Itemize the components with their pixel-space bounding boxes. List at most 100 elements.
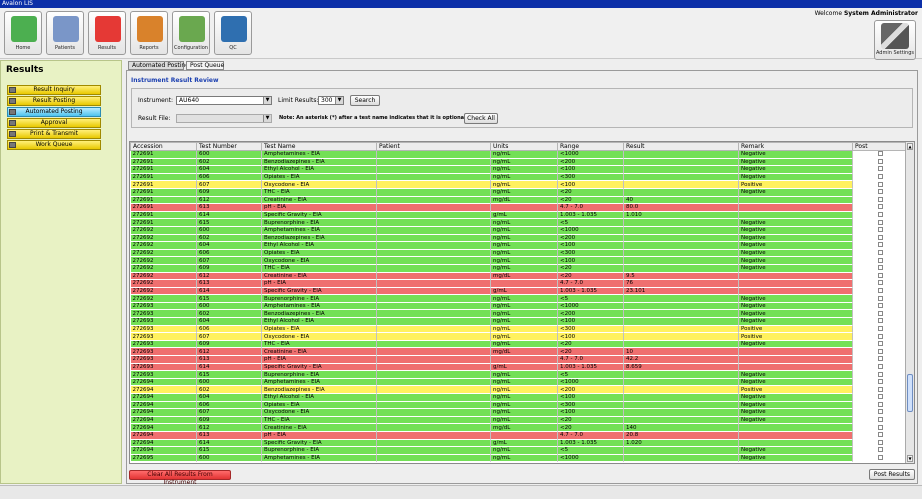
- table-row[interactable]: 272691 604 Ethyl Alcohol - EIA ng/mL <100 Neg…: [130, 165, 907, 174]
- table-row[interactable]: 272693 604 Ethyl Alcohol - EIA ng/mL <100 Neg…: [130, 317, 907, 326]
- table-row[interactable]: 272691 606 Opiates - EIA ng/mL <300 Negative: [130, 173, 907, 182]
- column-header-post[interactable]: Post: [852, 142, 907, 151]
- scroll-thumb[interactable]: [907, 374, 913, 412]
- column-header-range[interactable]: Range: [557, 142, 624, 151]
- post-checkbox[interactable]: [878, 394, 883, 400]
- table-row[interactable]: 272693 600 Amphetamines - EIA ng/mL <1000 Neg…: [130, 302, 907, 311]
- post-checkbox[interactable]: [878, 204, 883, 210]
- table-row[interactable]: 272693 613 pH - EIA 4.7 - 7.0 42.2: [130, 355, 907, 364]
- table-row[interactable]: 272694 614 Specific Gravity - EIA g/mL 1.003…: [130, 439, 907, 448]
- check-all-button[interactable]: Check All: [464, 113, 498, 124]
- scroll-up-icon[interactable]: ▲: [907, 143, 913, 150]
- table-scrollbar[interactable]: ▲ ▼: [905, 142, 914, 463]
- table-row[interactable]: 272692 606 Opiates - EIA ng/mL <300 Negative: [130, 249, 907, 258]
- table-row[interactable]: 272692 604 Ethyl Alcohol - EIA ng/mL <100 Neg…: [130, 241, 907, 250]
- table-row[interactable]: 272691 614 Specific Gravity - EIA g/mL 1.003…: [130, 211, 907, 220]
- post-checkbox[interactable]: [878, 219, 883, 225]
- table-row[interactable]: 272692 613 pH - EIA 4.7 - 7.0 76: [130, 279, 907, 288]
- table-row[interactable]: 272694 606 Opiates - EIA ng/mL <300 Negative: [130, 401, 907, 410]
- post-checkbox[interactable]: [878, 348, 883, 354]
- post-checkbox[interactable]: [878, 455, 883, 461]
- table-row[interactable]: 272693 607 Oxycodone - EIA ng/mL <100 Positiv…: [130, 332, 907, 341]
- post-checkbox[interactable]: [878, 439, 883, 445]
- instrument-select[interactable]: AU640 ▼: [176, 96, 272, 105]
- sidebar-item-result-inquiry[interactable]: Result Inquiry: [7, 85, 101, 95]
- limit-results-select[interactable]: 300 ▼: [318, 96, 344, 105]
- column-header-test-number[interactable]: Test Number: [196, 142, 262, 151]
- table-row[interactable]: 272692 600 Amphetamines - EIA ng/mL <1000 Neg…: [130, 226, 907, 235]
- column-header-units[interactable]: Units: [490, 142, 558, 151]
- post-checkbox[interactable]: [878, 409, 883, 415]
- post-checkbox[interactable]: [878, 386, 883, 392]
- post-checkbox[interactable]: [878, 432, 883, 438]
- post-checkbox[interactable]: [878, 371, 883, 377]
- table-row[interactable]: 272691 613 pH - EIA 4.7 - 7.0 80.0: [130, 203, 907, 212]
- table-row[interactable]: 272691 607 Oxycodone - EIA ng/mL <100 Positiv…: [130, 180, 907, 189]
- post-checkbox[interactable]: [878, 174, 883, 180]
- sidebar-item-approval[interactable]: Approval: [7, 118, 101, 128]
- table-row[interactable]: 272691 600 Amphetamines - EIA ng/mL <1000 Neg…: [130, 150, 907, 159]
- post-checkbox[interactable]: [878, 401, 883, 407]
- admin-settings-button[interactable]: Admin Settings: [874, 20, 916, 60]
- post-checkbox[interactable]: [878, 227, 883, 233]
- table-row[interactable]: 272694 600 Amphetamines - EIA ng/mL <1000 Neg…: [130, 378, 907, 387]
- reports-button[interactable]: Reports: [130, 11, 168, 55]
- table-row[interactable]: 272693 602 Benzodiazepines - EIA ng/mL <200 N…: [130, 309, 907, 319]
- table-row[interactable]: 272693 609 THC - EIA ng/mL <20 Negative: [130, 340, 907, 349]
- table-row[interactable]: 272694 604 Ethyl Alcohol - EIA ng/mL <100 Neg…: [130, 393, 907, 402]
- patients-button[interactable]: Patients: [46, 11, 84, 55]
- post-checkbox[interactable]: [878, 447, 883, 453]
- post-checkbox[interactable]: [878, 287, 883, 293]
- post-checkbox[interactable]: [878, 341, 883, 347]
- post-checkbox[interactable]: [878, 151, 883, 157]
- post-checkbox[interactable]: [878, 333, 883, 339]
- post-checkbox[interactable]: [878, 325, 883, 331]
- post-checkbox[interactable]: [878, 424, 883, 430]
- table-row[interactable]: 272694 613 pH - EIA 4.7 - 7.0 20.8: [130, 431, 907, 440]
- column-header-accession[interactable]: Accession: [130, 142, 197, 151]
- table-row[interactable]: 272691 615 Buprenorphine - EIA ng/mL <5 Negat…: [130, 218, 907, 227]
- post-checkbox[interactable]: [878, 234, 883, 240]
- search-button[interactable]: Search: [350, 95, 380, 106]
- sidebar-item-work-queue[interactable]: Work Queue: [7, 140, 101, 150]
- tab-post-queue[interactable]: Post Queue: [186, 61, 224, 70]
- table-row[interactable]: 272693 615 Buprenorphine - EIA ng/mL <5 Negat…: [130, 370, 907, 379]
- column-header-result[interactable]: Result: [623, 142, 739, 151]
- post-checkbox[interactable]: [878, 417, 883, 423]
- post-checkbox[interactable]: [878, 356, 883, 362]
- table-row[interactable]: 272694 615 Buprenorphine - EIA ng/mL <5 Negat…: [130, 446, 907, 455]
- table-row[interactable]: 272691 609 THC - EIA ng/mL <20 Negative: [130, 188, 907, 197]
- table-row[interactable]: 272692 602 Benzodiazepines - EIA ng/mL <200 N…: [130, 234, 907, 243]
- result-file-select[interactable]: ▼: [176, 114, 272, 123]
- post-checkbox[interactable]: [878, 310, 883, 316]
- sidebar-item-result-posting[interactable]: Result Posting: [7, 96, 101, 106]
- table-row[interactable]: 272693 612 Creatinine - EIA mg/dL <20 10: [130, 347, 907, 357]
- sidebar-item-automated-posting[interactable]: Automated Posting: [7, 107, 101, 117]
- post-checkbox[interactable]: [878, 363, 883, 369]
- table-row[interactable]: 272692 607 Oxycodone - EIA ng/mL <100 Negativ…: [130, 256, 907, 265]
- post-checkbox[interactable]: [878, 265, 883, 271]
- post-checkbox[interactable]: [878, 379, 883, 385]
- table-row[interactable]: 272692 615 Buprenorphine - EIA ng/mL <5 Negat…: [130, 294, 907, 303]
- table-row[interactable]: 272692 614 Specific Gravity - EIA g/mL 1.003…: [130, 287, 907, 296]
- table-row[interactable]: 272691 612 Creatinine - EIA mg/dL <20 40: [130, 196, 907, 205]
- post-checkbox[interactable]: [878, 272, 883, 278]
- column-header-test-name[interactable]: Test Name: [261, 142, 377, 151]
- post-checkbox[interactable]: [878, 257, 883, 263]
- table-row[interactable]: 272691 602 Benzodiazepines - EIA ng/mL <200 N…: [130, 158, 907, 167]
- post-checkbox[interactable]: [878, 280, 883, 286]
- post-checkbox[interactable]: [878, 212, 883, 218]
- post-checkbox[interactable]: [878, 303, 883, 309]
- post-checkbox[interactable]: [878, 158, 883, 164]
- home-button[interactable]: Home: [4, 11, 42, 55]
- tab-automated-posting[interactable]: Automated Posting: [128, 61, 189, 70]
- column-header-remark[interactable]: Remark: [738, 142, 853, 151]
- table-row[interactable]: 272694 607 Oxycodone - EIA ng/mL <100 Negativ…: [130, 408, 907, 417]
- table-row[interactable]: 272694 612 Creatinine - EIA mg/dL <20 140: [130, 423, 907, 432]
- sidebar-item-print-transmit[interactable]: Print & Transmit: [7, 129, 101, 139]
- table-row[interactable]: 272694 609 THC - EIA ng/mL <20 Negative: [130, 416, 907, 425]
- post-checkbox[interactable]: [878, 166, 883, 172]
- table-row[interactable]: 272695 600 Amphetamines - EIA ng/mL <1000 Neg…: [130, 454, 907, 463]
- table-row[interactable]: 272692 609 THC - EIA ng/mL <20 Negative: [130, 264, 907, 273]
- qc-button[interactable]: QC: [214, 11, 252, 55]
